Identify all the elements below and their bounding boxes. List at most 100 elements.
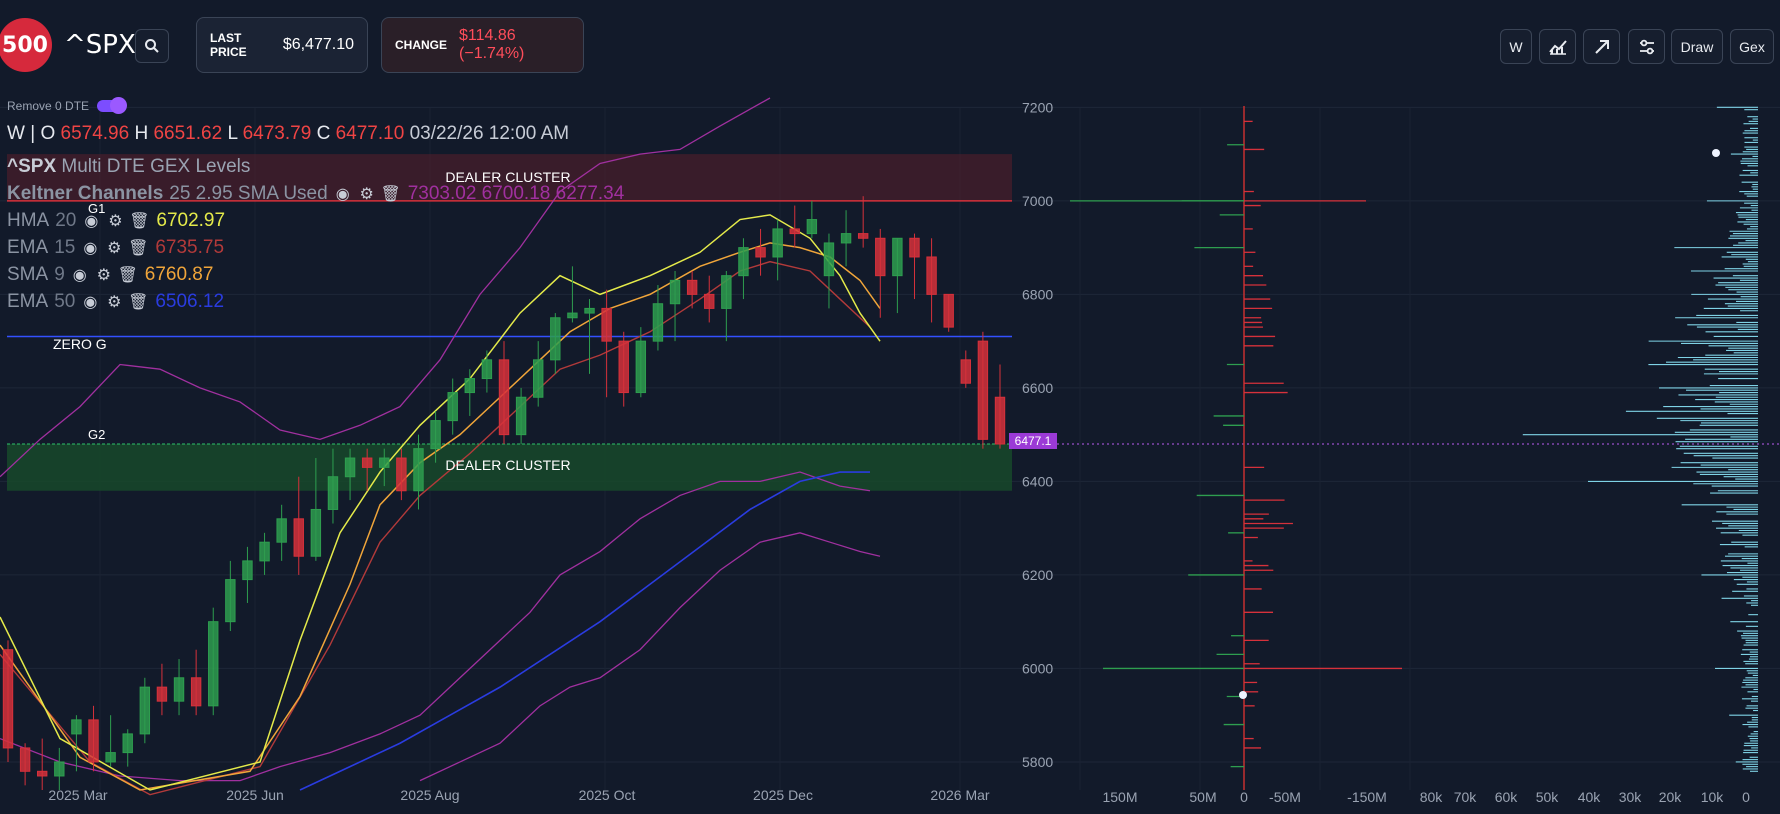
open-value: 6574.96 — [60, 123, 130, 144]
current-price-tag-text: 6477.1 — [1015, 434, 1052, 448]
candle-body — [840, 233, 852, 244]
keltner-upper-line — [0, 97, 771, 478]
gex-button[interactable]: Gex — [1730, 29, 1774, 64]
gear-icon[interactable]: ⚙ — [96, 267, 111, 284]
indicator-period: 50 — [54, 291, 76, 312]
arrow-up-right-icon — [1594, 39, 1609, 54]
candle-body — [909, 237, 920, 258]
candle-body — [635, 340, 647, 394]
dealer-cluster-lower-label: DEALER CLUSTER — [445, 457, 570, 473]
low-label: L — [227, 123, 238, 144]
indicator-name: EMA — [7, 291, 49, 312]
eye-icon[interactable]: ◉ — [83, 240, 98, 257]
gex-tick-label: -150M — [1347, 789, 1387, 805]
time-tick-label: 2025 Oct — [579, 787, 636, 803]
last-price-box: LAST PRICE $6,477.10 — [196, 17, 368, 73]
candle-body — [755, 247, 766, 258]
indicator-period: 20 — [55, 210, 77, 231]
candle-body — [208, 621, 219, 707]
candle-body — [259, 541, 270, 562]
trash-icon[interactable]: 🗑 — [117, 267, 138, 284]
dealer-cluster-lower-zone — [7, 444, 1012, 491]
candle-body — [173, 677, 185, 702]
symbol-title: ^SPX — [64, 30, 136, 60]
remove-0dte-switch[interactable] — [97, 97, 128, 114]
candle-body — [686, 279, 698, 295]
chart-type-button[interactable] — [1539, 29, 1576, 64]
keltner-values: 7303.02 6700.18 6277.34 — [407, 183, 625, 204]
eye-icon[interactable]: ◉ — [72, 267, 87, 284]
candle-body — [37, 770, 48, 777]
candle-body — [361, 457, 373, 468]
gex-axis: 150M 50M 0 -50M -150M — [1102, 789, 1386, 805]
keltner-name: Keltner Channels — [7, 183, 164, 204]
open-label: O — [40, 123, 56, 144]
last-price-label: LAST PRICE — [210, 31, 247, 59]
candle-body — [738, 247, 749, 277]
candle-body — [977, 340, 989, 440]
candle-body — [926, 256, 937, 295]
current-price-tag — [1009, 433, 1057, 449]
candle-body — [105, 752, 116, 763]
time-tick-label: 2025 Jun — [226, 787, 284, 803]
gex-tick-label: 150M — [1102, 789, 1137, 805]
indicator-value: 6702.97 — [156, 210, 226, 231]
price-tick-label: 5800 — [1022, 754, 1053, 770]
zero-g-label: ZERO G — [53, 336, 107, 352]
candle-body — [293, 518, 304, 557]
ema50-line — [299, 471, 870, 791]
candle-body — [413, 448, 424, 492]
indicator-name: HMA — [7, 210, 50, 231]
trash-icon[interactable]: 🗑 — [129, 213, 150, 230]
volume-tick-label: 10k — [1701, 789, 1725, 805]
gear-icon[interactable]: ⚙ — [107, 294, 122, 311]
candle-body — [242, 560, 253, 581]
candle-body — [379, 457, 390, 468]
volume-tick-label: 20k — [1659, 789, 1683, 805]
volume-axis: 80k 70k 60k 50k 40k 30k 20k 10k 0 — [1420, 789, 1750, 805]
gear-icon[interactable]: ⚙ — [107, 240, 122, 257]
candle-body — [875, 237, 886, 277]
ohlc-legend: W | O 6574.96 H 6651.62 L 6473.79 C 6477… — [7, 123, 570, 144]
candle-body — [464, 378, 475, 394]
candle-body — [960, 359, 971, 384]
candle-body — [447, 392, 458, 422]
chart-type-icon — [1548, 39, 1567, 55]
interval-button[interactable]: W — [1500, 29, 1532, 64]
time-tick-label: 2026 Mar — [930, 787, 989, 803]
candle-body — [669, 279, 681, 305]
candle-body — [567, 312, 578, 319]
gear-icon[interactable]: ⚙ — [359, 186, 374, 203]
change-box: CHANGE $114.86 (−1.74%) — [381, 17, 584, 73]
gex-bars — [1070, 106, 1402, 790]
trash-icon[interactable]: 🗑 — [128, 240, 149, 257]
trend-button[interactable] — [1583, 29, 1620, 64]
study-symbol: ^SPX — [7, 156, 57, 177]
candle-body — [190, 677, 202, 707]
search-button[interactable] — [135, 29, 169, 63]
volume-histogram — [1522, 106, 1758, 772]
gear-icon[interactable]: ⚙ — [108, 213, 123, 230]
candle-body — [71, 719, 82, 735]
remove-0dte-toggle[interactable]: Remove 0 DTE — [7, 97, 128, 114]
settings-button[interactable] — [1628, 29, 1665, 64]
candle-body — [139, 686, 151, 735]
trash-icon[interactable]: 🗑 — [128, 294, 149, 311]
indicator-name: SMA — [7, 264, 49, 285]
draw-button[interactable]: Draw — [1671, 29, 1723, 64]
candle-body — [584, 307, 595, 314]
gex-tick-label: 0 — [1240, 789, 1248, 805]
trash-icon[interactable]: 🗑 — [380, 186, 401, 203]
candle-body — [19, 747, 31, 772]
eye-icon[interactable]: ◉ — [84, 213, 99, 230]
candle-body — [2, 649, 14, 749]
eye-icon[interactable]: ◉ — [83, 294, 98, 311]
change-label: CHANGE — [395, 38, 448, 52]
change-value: $114.86 (−1.74%) — [459, 27, 525, 62]
volume-tick-label: 40k — [1578, 789, 1602, 805]
eye-icon[interactable]: ◉ — [335, 186, 350, 203]
time-tick-label: 2025 Mar — [48, 787, 107, 803]
study-title: Multi DTE GEX Levels — [61, 156, 251, 177]
candle-datetime: 03/22/26 12:00 AM — [409, 123, 570, 144]
